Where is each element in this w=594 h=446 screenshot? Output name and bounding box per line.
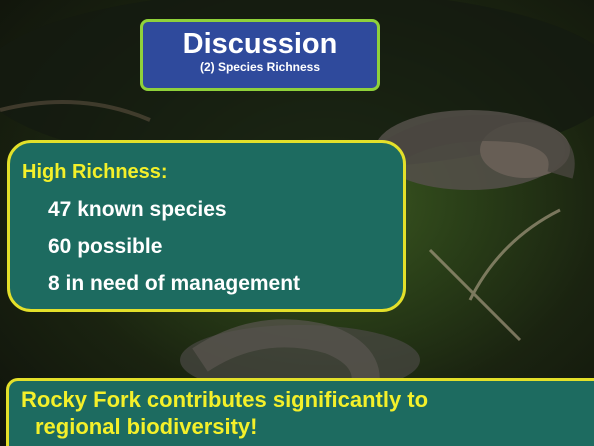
richness-item: 47 known species bbox=[48, 198, 227, 221]
richness-item: 60 possible bbox=[48, 235, 163, 258]
subheading: (2) Species Richness bbox=[199, 60, 321, 74]
richness-item: 8 in need of management bbox=[48, 272, 301, 295]
conclusion-box: Rocky Fork contributes significantly to r… bbox=[6, 378, 594, 446]
conclusion-line: regional biodiversity! bbox=[35, 414, 258, 439]
title-box: Discussion (2) Species Richness bbox=[140, 19, 380, 91]
conclusion-line: Rocky Fork contributes significantly to bbox=[21, 387, 429, 412]
heading: Discussion bbox=[182, 28, 338, 60]
richness-box: High Richness: 47 known species 60 possib… bbox=[7, 140, 406, 312]
richness-heading: High Richness: bbox=[22, 161, 168, 183]
